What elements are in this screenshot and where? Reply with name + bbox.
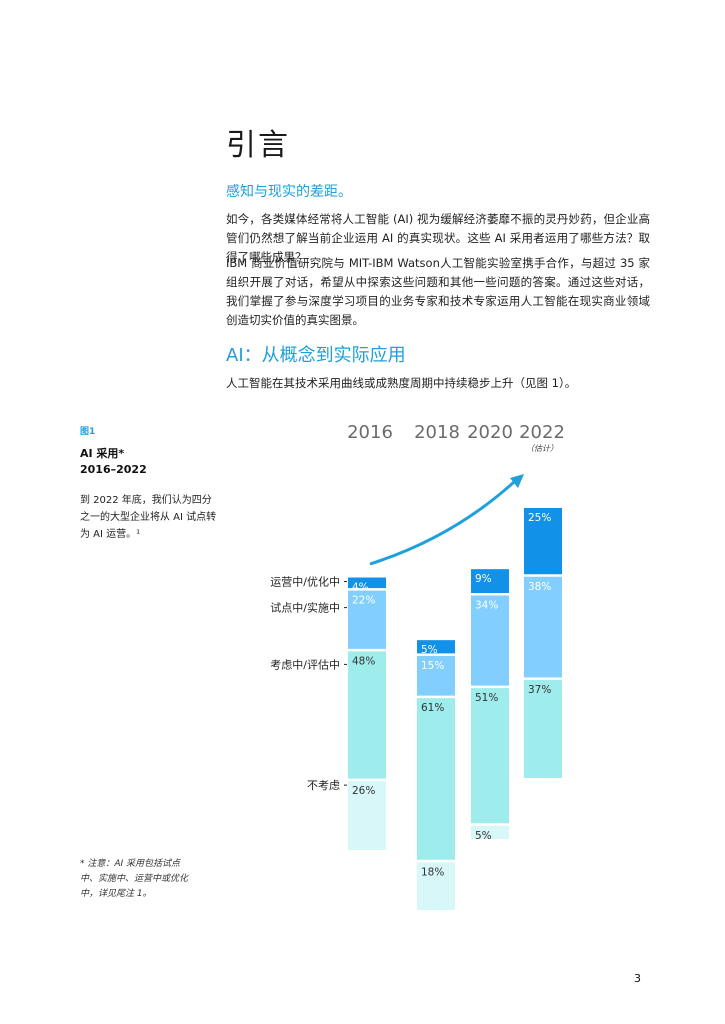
bar-2016-series-3 xyxy=(348,577,386,589)
ai-adoption-chart: 2016 2018 2020 2022（估计） 26% 48% 22%4% 18% 61% 15%… xyxy=(270,422,565,910)
data-label-2016-series-1: 48% xyxy=(352,655,375,667)
data-label-2016-series-2: 22% xyxy=(352,595,375,607)
trend-arrow-line xyxy=(369,480,516,566)
data-label-2020-series-0: 5% xyxy=(475,830,492,842)
subtitle: 感知与现实的差距。 xyxy=(226,184,352,200)
data-label-2022-series-2: 38% xyxy=(528,581,551,593)
bar-2022-series-2 xyxy=(524,576,562,678)
bar-2020-series-3 xyxy=(471,569,509,593)
data-label-2018-series-1: 61% xyxy=(421,702,444,714)
bar-2018-series-1 xyxy=(417,698,455,860)
data-label-2022-series-3: 25% xyxy=(528,512,551,524)
bar-2016-series-1 xyxy=(348,651,386,779)
estimate-label: （估计） xyxy=(526,444,558,453)
year-label-2020: 2020 xyxy=(467,422,513,443)
year-label-2018: 2018 xyxy=(414,422,460,443)
bar-2020-series-1 xyxy=(471,688,509,824)
data-label-2016-series-0: 26% xyxy=(352,785,375,797)
bar-2022-series-1 xyxy=(524,679,562,778)
data-label-2020-series-1: 51% xyxy=(475,692,498,704)
page-title: 引言 xyxy=(226,128,290,163)
bar-2018-series-2 xyxy=(417,655,455,696)
bar-2018-series-3 xyxy=(417,640,455,654)
section-heading: AI：从概念到实际应用 xyxy=(226,345,406,366)
category-label-series-2: 试点中/实施中 xyxy=(270,601,340,615)
bar-2016-series-0 xyxy=(348,781,386,850)
figure-title: AI 采用* 2016–2022 xyxy=(80,446,220,478)
year-label-2022: 2022 xyxy=(519,422,565,443)
page-number: 3 xyxy=(634,972,641,985)
bar-2022-series-3 xyxy=(524,508,562,575)
category-label-series-3: 运营中/优化中 xyxy=(270,575,340,589)
intro-paragraph-1: 如今，各类媒体经常将人工智能 (AI) 视为缓解经济萎靡不振的灵丹妙药，但企业高… xyxy=(226,212,650,264)
data-label-2022-series-1: 37% xyxy=(528,684,551,696)
data-label-2018-series-3: 5% xyxy=(421,644,438,656)
intro-paragraph-2: IBM 商业价值研究院与 MIT-IBM Watson人工智能实验室携手合作，与… xyxy=(226,256,650,327)
data-label-2018-series-2: 15% xyxy=(421,660,444,672)
figure-title-line1: AI 采用* xyxy=(80,447,125,460)
section-text: 人工智能在其技术采用曲线或成熟度周期中持续稳步上升（见图 1）。 xyxy=(226,376,577,390)
figure-note: * 注意：AI 采用包括试点中、实施中、运营中或优化中，详见尾注 1。 xyxy=(80,859,189,899)
figure-label: 图1 xyxy=(80,427,96,437)
data-label-2020-series-2: 34% xyxy=(475,600,498,612)
figure-description: 到 2022 年底，我们认为四分之一的大型企业将从 AI 试点转为 AI 运营。… xyxy=(80,495,217,540)
category-label-series-1: 考虑中/评估中 xyxy=(270,658,340,671)
data-label-2018-series-0: 18% xyxy=(421,866,444,878)
data-label-2016-series-3: 4% xyxy=(352,582,369,594)
data-label-2020-series-3: 9% xyxy=(475,573,492,585)
bar-2020-series-2 xyxy=(471,595,509,686)
trend-arrow-head xyxy=(510,474,524,488)
figure-title-line2: 2016–2022 xyxy=(80,463,147,476)
bar-2016-series-2 xyxy=(348,590,386,649)
bar-2020-series-0 xyxy=(471,825,509,839)
year-label-2016: 2016 xyxy=(347,422,393,443)
category-label-series-0: 不考虑 xyxy=(307,779,340,792)
bar-2018-series-0 xyxy=(417,862,455,910)
